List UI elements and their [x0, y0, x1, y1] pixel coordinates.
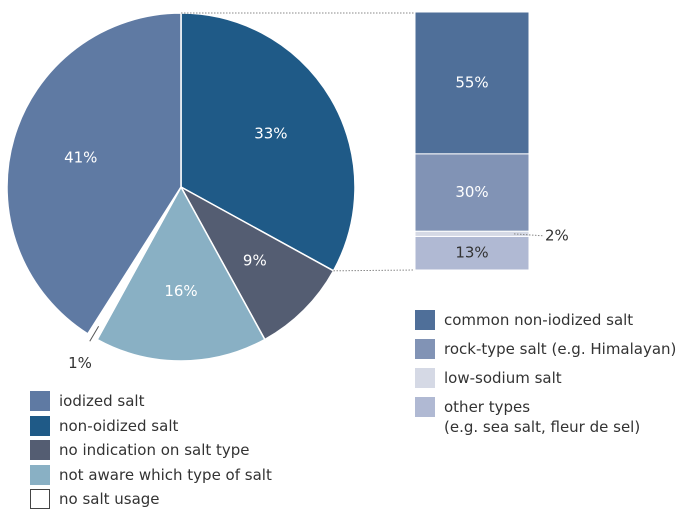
legend-label: no indication on salt type: [59, 441, 250, 459]
value-label: 13%: [455, 244, 488, 262]
legend-label: rock-type salt (e.g. Himalayan): [444, 340, 677, 358]
legend-label: non-oidized salt: [59, 416, 179, 435]
bar-segment: [414, 11, 530, 155]
value-label: 16%: [164, 282, 197, 300]
legend-swatch: [415, 368, 435, 388]
connector: [333, 269, 416, 272]
legend-swatch: [30, 440, 50, 460]
bar-segment: [414, 153, 530, 232]
pie-slice: [96, 185, 266, 362]
legend-label: other types (e.g. sea salt, fleur de sel…: [444, 398, 641, 436]
legend-label: low-sodium salt: [444, 369, 562, 387]
pie-slice: [180, 12, 356, 272]
legend-label: not aware which type of salt: [59, 465, 272, 484]
legend-label: iodized salt: [59, 392, 145, 410]
legend-swatch: [415, 310, 435, 330]
legend-item: rock-type salt (e.g. Himalayan): [415, 339, 676, 359]
legend-item: common non-iodized salt: [415, 310, 633, 330]
pie-slice: [179, 185, 335, 341]
legend-item: other types (e.g. sea salt, fleur de sel…: [415, 397, 640, 437]
value-label: 9%: [243, 251, 267, 269]
legend-swatch: [30, 391, 50, 411]
legend-label: common non-iodized salt: [444, 311, 634, 329]
value-label: 33%: [254, 124, 287, 142]
value-label: 1%: [68, 354, 92, 372]
value-label: 55%: [455, 73, 488, 91]
legend-item: not aware which type of salt: [30, 464, 272, 485]
legend-swatch: [415, 339, 435, 359]
legend-item: non-oidized salt: [30, 415, 179, 436]
legend-swatch: [30, 489, 50, 509]
value-label: 30%: [455, 183, 488, 201]
bar-segment: [414, 230, 530, 237]
legend-item: no indication on salt type: [30, 440, 250, 460]
legend-swatch: [415, 397, 435, 417]
legend-item: iodized salt: [30, 391, 144, 411]
legend-item: low-sodium salt: [415, 368, 562, 388]
value-label: 41%: [64, 148, 97, 166]
pie-slice: [6, 12, 182, 335]
bar-segment: [414, 235, 530, 271]
value-label: 2%: [545, 226, 569, 244]
legend-item: no salt usage: [30, 489, 160, 509]
leader-line: [513, 233, 545, 237]
leader-line: [89, 326, 100, 342]
legend-swatch: [30, 415, 50, 436]
legend-swatch: [30, 464, 50, 485]
legend-label: no salt usage: [59, 490, 160, 508]
